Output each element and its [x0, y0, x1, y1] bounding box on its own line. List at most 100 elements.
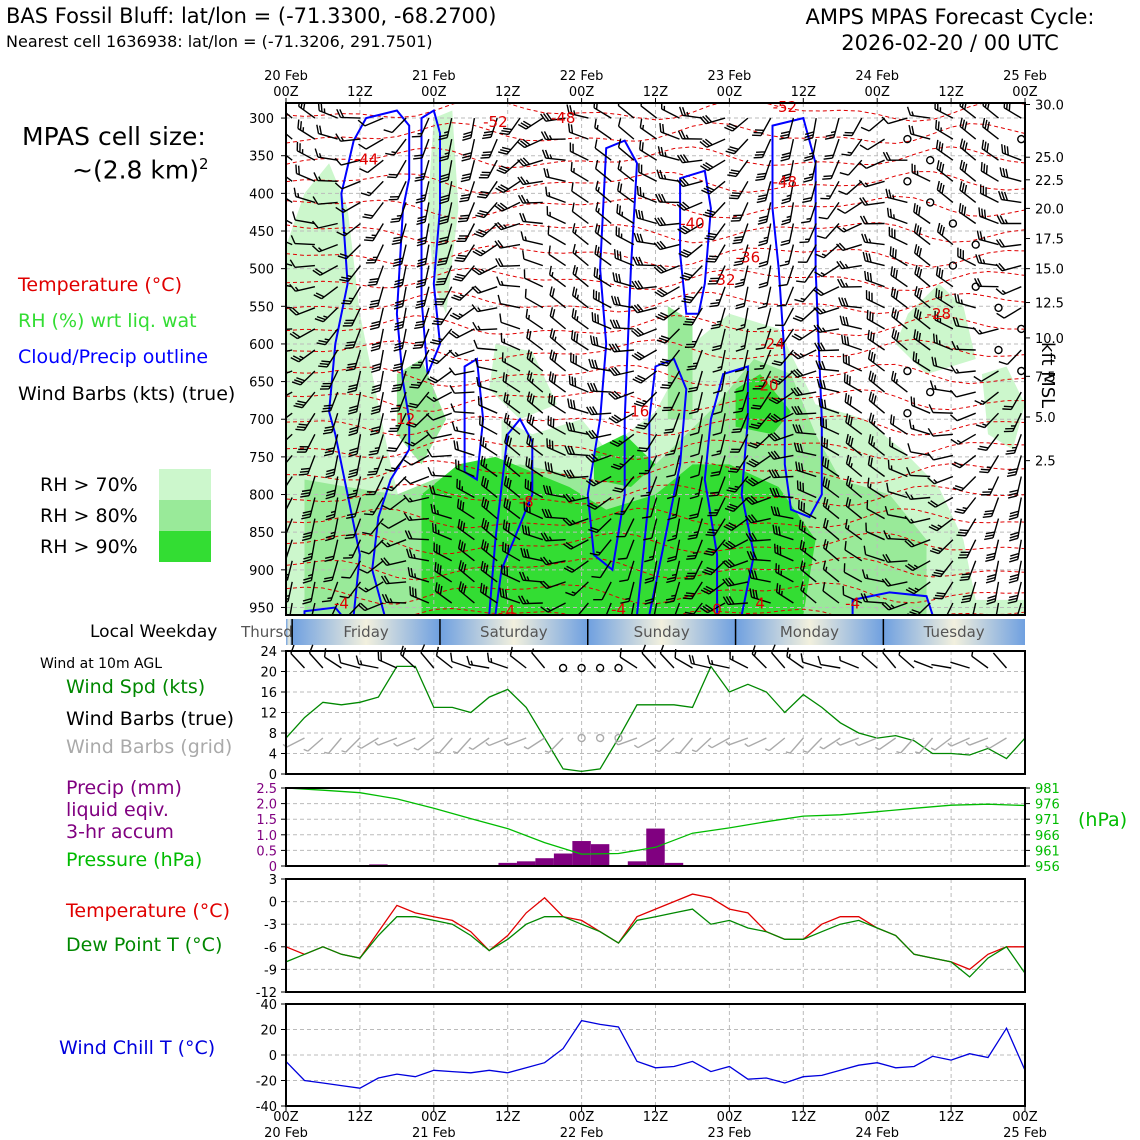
xsec-barb-694	[905, 581, 931, 595]
weekday-cell-0	[286, 619, 293, 645]
xsec-barb-285	[520, 547, 543, 562]
xsec-barb-299	[549, 328, 567, 351]
pressure-tick-label-1: 350	[249, 150, 274, 165]
xsec-barb-787-flag-2	[1010, 531, 1020, 536]
xsec-barb-481-staff	[733, 138, 749, 155]
xsec-barb-310-flag-0	[539, 581, 548, 589]
xsec-barb-374-flag-1	[611, 415, 620, 423]
xsec-barb-210-half	[461, 486, 464, 491]
xsec-barb-425-flag-0	[666, 495, 676, 500]
weekday-cell-1	[292, 619, 440, 645]
xsec-barb-219-flag-2	[480, 191, 490, 194]
xsec-barb-382-staff	[628, 581, 635, 602]
xsec-barb-238-staff	[480, 569, 498, 583]
xsec-barb-92	[343, 539, 362, 559]
xsec-barb-653-staff	[888, 216, 908, 225]
xsec-barb-260-staff	[503, 527, 521, 541]
xsec-barb-88-flag-1	[348, 471, 358, 476]
xsec-barb-650	[882, 151, 908, 161]
xsec-barb-610-flag-0	[839, 315, 843, 325]
xsec-barb-626-staff	[866, 159, 885, 169]
xsec-barb-72	[336, 108, 361, 119]
xsec-barb-241	[498, 138, 521, 155]
xsec-barb-200	[451, 286, 475, 301]
xsec-barb-126-flag-2	[394, 257, 404, 262]
grid-barb-28	[785, 737, 804, 754]
xsec-barb-635-flag-2	[872, 333, 875, 343]
xsec-barb-79-flag-1	[341, 276, 351, 280]
xsec-barb-636	[867, 350, 886, 372]
xsec-barb-231	[479, 415, 498, 435]
xsec-barb-509-flag-1	[758, 239, 768, 244]
xsec-barb-141-flag-1	[383, 557, 391, 566]
true-barb-20-staff	[641, 652, 657, 669]
xsec-barb-722-flag-1	[961, 140, 966, 150]
xsec-barb-571	[798, 499, 817, 520]
xsec-barb-308	[540, 532, 566, 542]
xsec-barb-196	[457, 202, 476, 223]
xsec-barb-392-staff	[636, 286, 657, 290]
xsec-barb-622-staff	[843, 571, 863, 583]
xsec-barb-435-staff	[682, 180, 703, 188]
xsec-barb-668-staff	[887, 537, 908, 541]
xsec-barb-496-flag-0	[728, 470, 738, 473]
xsec-barb-756	[973, 370, 999, 382]
xsec-barb-442-flag-0	[684, 346, 694, 348]
xsec-barb-245-half	[503, 224, 508, 229]
xsec-barb-409-flag-0	[659, 122, 662, 133]
xsec-barb-693-flag-0	[904, 564, 914, 572]
xsec-barb-16-flag-0	[271, 466, 280, 474]
xsec-barb-486-flag-0	[733, 263, 743, 267]
xsec-barb-505-flag-2	[756, 151, 766, 153]
xsec-barb-721	[959, 117, 977, 140]
xsec-barb-573-flag-1	[801, 541, 805, 551]
xsec-barb-622-flag-0	[843, 563, 846, 573]
xsec-barb-360-flag-0	[617, 103, 621, 106]
xsec-barb-269	[519, 212, 543, 225]
legend-rh70-label: RH > 70%	[40, 474, 138, 496]
xsec-barb-501-flag-1	[724, 559, 733, 568]
xsec-barb-659-staff	[891, 336, 908, 351]
xsec-barb-691-flag-0	[904, 515, 912, 524]
temp-contour-label-10: -20	[754, 376, 779, 394]
xsec-barb-732-flag-0	[950, 365, 957, 374]
legend-precip-2: liquid eqiv.	[66, 799, 169, 821]
xsec-barb-682-flag-0	[913, 307, 917, 317]
xsec-barb-677-staff	[913, 211, 931, 225]
xsec-barb-225	[471, 304, 498, 313]
xsec-barb-214-flag-2	[462, 564, 467, 574]
true-barb-9-staff	[436, 655, 453, 669]
xsec-barb-170-staff	[447, 160, 453, 181]
xsec-barb-616-staff	[845, 442, 863, 456]
temp-contour-label-19: -4	[845, 595, 860, 613]
xsec-barb-544-flag-1	[770, 451, 778, 460]
xsec-barb-529-staff	[788, 138, 795, 159]
xsec-barb-199-flag-0	[452, 278, 462, 282]
xsec-barb-245-staff	[500, 222, 521, 231]
xsec-barb-397-half	[642, 399, 648, 403]
xsec-barb-627-staff	[865, 180, 885, 188]
xsec-barb-6-staff	[286, 236, 293, 246]
xsec-barb-3-staff	[286, 168, 293, 182]
xsec-barb-19-flag-0	[276, 534, 285, 541]
xsec-barb-426	[667, 497, 681, 521]
grid-barb-2	[303, 737, 324, 752]
xsec-barb-355-flag-0	[588, 528, 598, 534]
xsec-barb-152-staff	[423, 286, 430, 307]
xsec-barb-582-flag-0	[815, 253, 825, 259]
xsec-barb-483-flag-1	[730, 194, 740, 197]
legend-precip-3: 3-hr accum	[66, 821, 174, 843]
xsec-barb-386	[639, 140, 658, 161]
xsec-barb-66	[325, 497, 339, 521]
xsec-barb-725-staff	[958, 211, 977, 225]
xsec-barb-374	[608, 412, 635, 424]
xsec-barb-110-flag-2	[371, 426, 381, 430]
xsec-barb-449-half	[694, 492, 700, 496]
xsec-barb-333-staff	[571, 560, 589, 573]
temp-contour-label-17: 0	[712, 601, 722, 619]
xsec-barb-683-staff	[913, 337, 931, 351]
xsec-barb-58-staff	[324, 328, 339, 346]
xsec-barb-21-flag-2	[286, 573, 289, 578]
xsec-barb-271	[522, 250, 544, 267]
xsec-barb-4-flag-1	[275, 184, 283, 193]
